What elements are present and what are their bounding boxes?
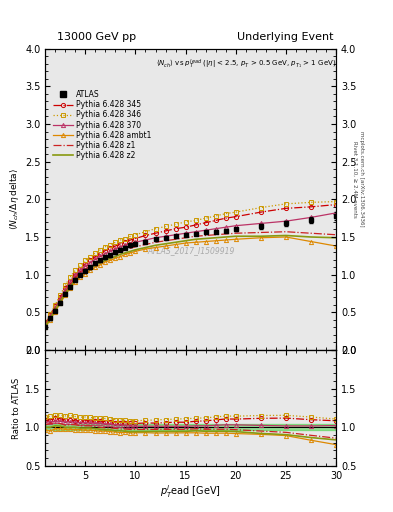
Y-axis label: Ratio to ATLAS: Ratio to ATLAS (12, 377, 21, 439)
X-axis label: $p_T^{l}$ead [GeV]: $p_T^{l}$ead [GeV] (160, 483, 221, 500)
Bar (45, 424, 336, 431)
Text: Rivet 3.1.10, ≥ 2.4M events: Rivet 3.1.10, ≥ 2.4M events (352, 141, 357, 218)
Legend: ATLAS, Pythia 6.428 345, Pythia 6.428 346, Pythia 6.428 370, Pythia 6.428 ambt1,: ATLAS, Pythia 6.428 345, Pythia 6.428 34… (50, 87, 155, 163)
Text: Underlying Event: Underlying Event (237, 32, 333, 42)
Text: 13000 GeV pp: 13000 GeV pp (57, 32, 136, 42)
Text: ATLAS_2017_I1509919: ATLAS_2017_I1509919 (147, 246, 234, 255)
Text: $\langle N_{ch}\rangle$ vs $p_T^{lead}$ ($|\eta|$ < 2.5, $p_T$ > 0.5 GeV, $p_{T_: $\langle N_{ch}\rangle$ vs $p_T^{lead}$ … (156, 58, 336, 71)
Y-axis label: $\langle N_{ch}/ \Delta\eta\,\mathrm{delta}\rangle$: $\langle N_{ch}/ \Delta\eta\,\mathrm{del… (8, 168, 21, 230)
Text: mcplots.cern.ch [arXiv:1306.3436]: mcplots.cern.ch [arXiv:1306.3436] (359, 132, 364, 227)
